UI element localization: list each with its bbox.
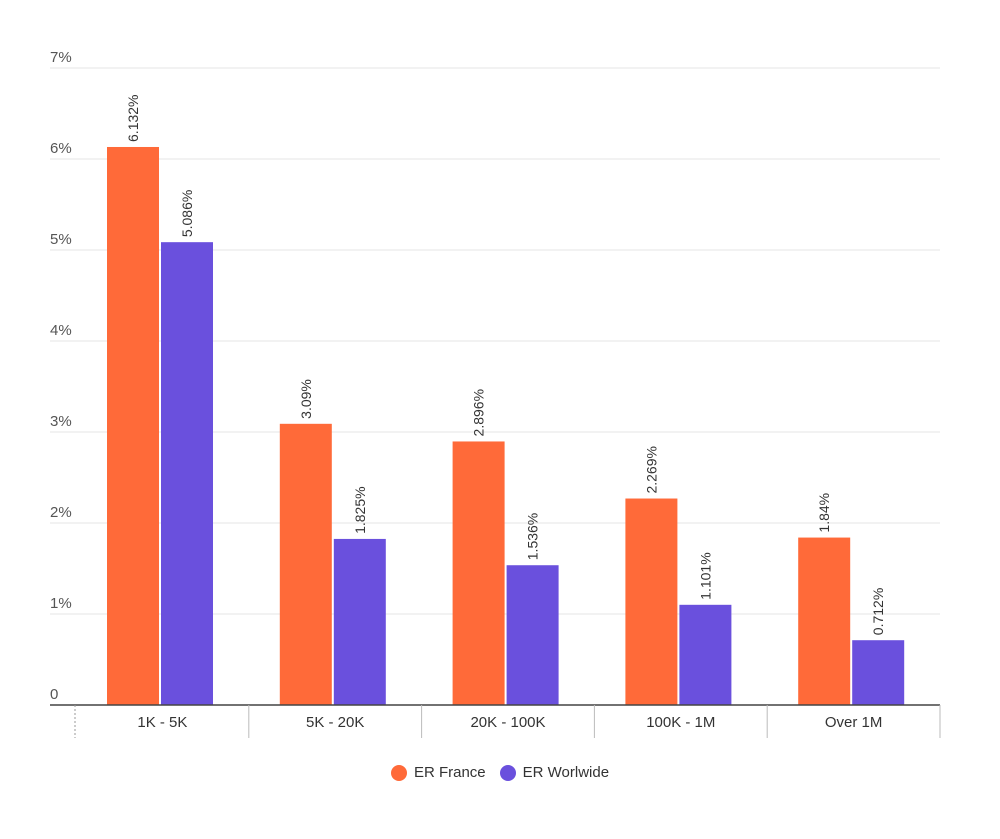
x-tick-label: 100K - 1M	[646, 714, 715, 731]
legend-item-er-worldwide[interactable]: ER Worlwide	[499, 764, 610, 781]
data-label: 1.101%	[697, 552, 713, 599]
bar-er-france[interactable]	[798, 537, 851, 705]
y-tick-label: 4%	[50, 322, 72, 339]
x-tick-label: 1K - 5K	[137, 714, 187, 731]
data-labels: 6.132% 3.09% 2.896% 2.269% 1.84% 5.086% 1.825%…	[125, 95, 886, 636]
x-tick-label: 5K - 20K	[306, 714, 364, 731]
bar-er-france[interactable]	[107, 146, 159, 705]
bar-er-france[interactable]	[279, 423, 332, 705]
data-label: 3.09%	[298, 379, 314, 419]
data-label: 2.896%	[471, 389, 487, 436]
data-label: 2.269%	[643, 446, 659, 493]
y-tick-label: 1%	[50, 595, 72, 612]
x-tick-label: Over 1M	[825, 714, 883, 731]
bar-er-worldwide[interactable]	[333, 538, 386, 705]
data-label: 6.132%	[125, 95, 141, 142]
legend-item-er-france[interactable]: ER France	[390, 764, 486, 781]
legend-swatch-er-france	[390, 764, 407, 781]
data-label: 1.84%	[816, 493, 832, 533]
bar-er-worldwide[interactable]	[852, 640, 905, 705]
data-label: 5.086%	[179, 190, 195, 237]
y-tick-label: 2%	[50, 504, 72, 521]
legend: ER France ER Worlwide	[0, 764, 1000, 781]
y-tick-label: 3%	[50, 413, 72, 430]
legend-label-er-france: ER France	[413, 764, 486, 781]
bar-chart: 0 1% 2% 3% 4% 5% 6% 7% 6.132% 3.09% 2.896% 2.269% 1…	[50, 49, 941, 738]
y-tick-label: 5%	[50, 231, 72, 248]
bars	[107, 146, 905, 705]
y-axis-ticks: 0 1% 2% 3% 4% 5% 6% 7%	[50, 49, 72, 703]
bar-er-france[interactable]	[452, 441, 505, 705]
x-axis: 1K - 5K 5K - 20K 20K - 100K 100K - 1M Over 1…	[50, 704, 941, 738]
legend-label-er-worldwide: ER Worlwide	[522, 764, 610, 781]
bar-er-worldwide[interactable]	[161, 242, 213, 705]
bar-er-worldwide[interactable]	[679, 604, 732, 705]
bar-er-france[interactable]	[625, 498, 678, 705]
bar-er-worldwide[interactable]	[506, 565, 559, 705]
legend-swatch-er-worldwide	[499, 764, 516, 781]
y-tick-label: 7%	[50, 49, 72, 66]
data-label: 1.536%	[525, 513, 541, 560]
x-tick-label: 20K - 100K	[470, 714, 545, 731]
y-tick-label: 0	[50, 686, 58, 703]
data-label: 0.712%	[870, 588, 886, 635]
y-tick-label: 6%	[50, 140, 72, 157]
data-label: 1.825%	[352, 486, 368, 533]
